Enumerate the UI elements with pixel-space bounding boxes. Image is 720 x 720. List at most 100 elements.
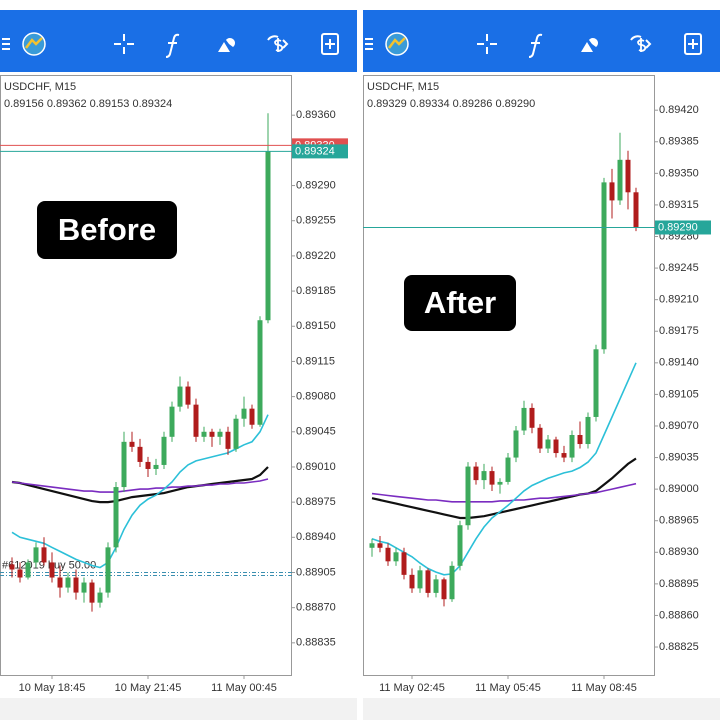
toolbar[interactable] <box>361 8 720 74</box>
candle-body <box>129 441 135 447</box>
divider <box>357 0 363 720</box>
x-tick-label: 11 May 08:45 <box>571 682 637 694</box>
candle-body <box>609 182 615 201</box>
moving-average <box>11 478 269 493</box>
y-tick-label: 0.88825 <box>659 641 699 653</box>
symbol: USDCHF, M15 <box>4 81 76 93</box>
candle-body <box>225 431 231 449</box>
badge-box <box>37 201 177 259</box>
candle-body <box>433 579 439 593</box>
y-tick-label: 0.89185 <box>296 285 336 297</box>
candle-body <box>401 552 407 575</box>
candle-body <box>25 562 31 578</box>
candle-body <box>457 525 463 566</box>
candle-body <box>441 579 447 600</box>
candle-body <box>57 577 63 588</box>
y-tick-label: 0.89175 <box>659 325 699 337</box>
candle-body <box>17 569 23 578</box>
candle-body <box>473 466 479 481</box>
candle-body <box>137 446 143 462</box>
y-tick-label: 0.89070 <box>659 420 699 432</box>
quote: 0.89329 0.89334 0.89286 0.89290 <box>367 98 535 110</box>
candle-body <box>49 562 55 578</box>
candle-body <box>201 431 207 437</box>
candle-body <box>177 386 183 407</box>
candle-body <box>185 386 191 405</box>
candle-body <box>497 481 503 485</box>
candle-body <box>601 182 607 350</box>
candle-body <box>505 457 511 482</box>
candle-body <box>513 430 519 458</box>
y-tick-label: 0.89360 <box>296 109 336 121</box>
candle-body <box>89 582 95 603</box>
candle-body <box>217 431 223 437</box>
y-tick-label: 0.89035 <box>659 451 699 463</box>
quote: 0.89156 0.89362 0.89153 0.89324 <box>4 98 172 110</box>
candle-body <box>41 547 47 563</box>
y-tick-label: 0.88965 <box>659 515 699 527</box>
candle-body <box>33 547 39 563</box>
candle-body <box>489 471 495 485</box>
y-tick-label: 0.89105 <box>659 388 699 400</box>
candle-body <box>113 487 119 548</box>
candle-body <box>81 582 87 593</box>
toolbar[interactable] <box>0 8 359 74</box>
candle-body <box>97 592 103 603</box>
y-tick-label: 0.89220 <box>296 250 336 262</box>
y-tick-label: 0.89080 <box>296 391 336 403</box>
y-tick-label: 0.88930 <box>659 546 699 558</box>
y-tick-label: 0.88895 <box>659 578 699 590</box>
badge: After <box>424 285 496 320</box>
candle-body <box>577 435 583 445</box>
candle-body <box>417 570 423 589</box>
x-tick-label: 10 May 18:45 <box>19 682 86 694</box>
x-tick-label: 10 May 21:45 <box>115 682 182 694</box>
x-tick-label: 11 May 05:45 <box>475 682 541 694</box>
moving-average <box>11 466 269 504</box>
y-tick-label: 0.88905 <box>296 566 336 578</box>
x-tick-label: 11 May 02:45 <box>379 682 445 694</box>
x-tick-label: 11 May 00:45 <box>211 682 277 694</box>
candle-body <box>257 320 263 425</box>
moving-average <box>371 457 637 520</box>
candle-body <box>233 418 239 449</box>
y-tick-label: 0.89210 <box>659 294 699 306</box>
candle-body <box>145 461 151 469</box>
candle-body <box>209 431 215 437</box>
candle-body <box>65 577 71 588</box>
y-tick-label: 0.89045 <box>296 426 336 438</box>
plot-area <box>369 132 639 607</box>
moving-average <box>371 362 637 576</box>
candle-body <box>409 574 415 589</box>
moving-average <box>371 482 637 503</box>
y-tick-label: 0.89315 <box>659 199 699 211</box>
candle-body <box>449 565 455 600</box>
candle-body <box>585 416 591 445</box>
candle-body <box>385 547 391 562</box>
y-tick-label: 0.89150 <box>296 320 336 332</box>
candle-body <box>265 151 271 321</box>
candle-body <box>561 453 567 458</box>
candle-body <box>617 159 623 201</box>
y-tick-label: 0.89000 <box>659 483 699 495</box>
candle-body <box>545 439 551 449</box>
candle-body <box>241 408 247 419</box>
candle-body <box>569 435 575 458</box>
y-tick-label: 0.88975 <box>296 496 336 508</box>
price-label-box <box>655 220 711 235</box>
price-label-box <box>292 144 348 159</box>
candle-body <box>105 547 111 593</box>
y-tick-label: 0.89290 <box>296 179 336 191</box>
candle-body <box>465 466 471 526</box>
chart-frame <box>363 75 655 676</box>
chart-frame <box>0 75 292 676</box>
candle-body <box>153 464 159 469</box>
plot-area: #612019 buy 50.00 <box>0 113 292 612</box>
candle-body <box>425 570 431 593</box>
price-label: 0.89290 <box>658 221 698 233</box>
y-tick-label: 0.89350 <box>659 167 699 179</box>
y-tick-label: 0.88835 <box>296 637 336 649</box>
price-label: 0.89324 <box>295 145 335 157</box>
